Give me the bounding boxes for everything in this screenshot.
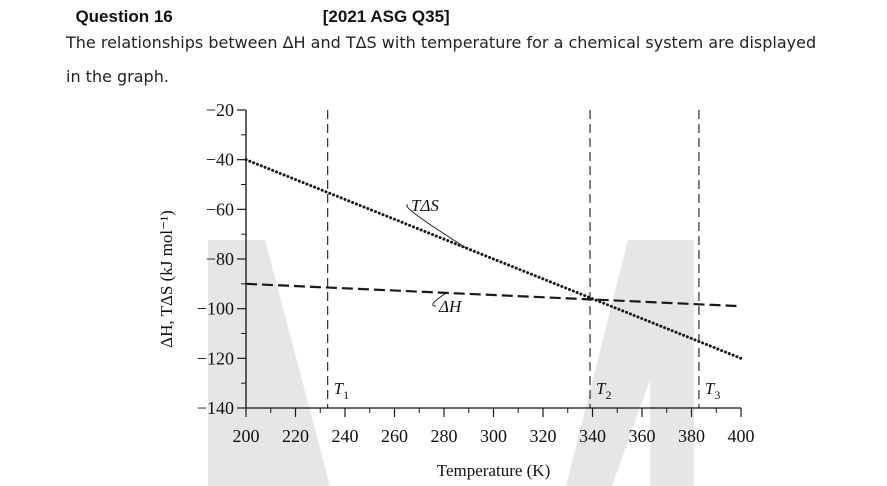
x-tick-label: 340: [579, 426, 606, 446]
t-delta-s-series-line: [244, 158, 743, 360]
delta-h-label: ΔH: [438, 297, 463, 316]
x-axis-title: Temperature (K): [437, 461, 551, 480]
x-ticks: 200 220 240 260 280 300 320 340 360 380 400: [233, 408, 755, 446]
reference-label-t2: T2: [596, 379, 611, 402]
x-tick-label: 320: [530, 426, 557, 446]
delta-h-series-line: [245, 282, 742, 308]
x-tick-label: 260: [381, 426, 408, 446]
x-tick-label: 360: [629, 426, 656, 446]
x-tick-label: 400: [728, 426, 755, 446]
series-lines: [244, 158, 743, 360]
y-tick-label: −140: [197, 398, 234, 418]
annotations: T1 T2 T3 TΔS ΔH: [334, 196, 721, 402]
question-number-heading: Question 16: [75, 7, 173, 26]
reference-label-t3: T3: [705, 379, 720, 402]
series-callout-leader: [406, 204, 467, 249]
y-tick-label: −20: [206, 100, 234, 120]
x-tick-label: 220: [282, 426, 309, 446]
watermark-logo: [208, 240, 694, 486]
clipped-question-heading: Question 16 [2021 ASG Q35]: [66, 0, 450, 27]
reference-lines: [327, 110, 700, 408]
y-tick-label: −120: [197, 348, 234, 368]
y-tick-label: −80: [206, 249, 234, 269]
y-tick-label: −100: [197, 299, 234, 319]
x-tick-label: 300: [480, 426, 507, 446]
y-axis-title: ΔH, TΔS (kJ mol⁻¹): [157, 210, 176, 348]
x-tick-label: 240: [332, 426, 359, 446]
question-source-heading: [2021 ASG Q35]: [322, 7, 450, 26]
y-ticks: −20 −40 −60 −80 −100 −120 −140: [197, 100, 246, 418]
series-callout-leader: [432, 292, 447, 307]
reference-label-t1: T1: [334, 379, 349, 402]
x-tick-label: 200: [233, 426, 260, 446]
y-tick-label: −60: [206, 199, 234, 219]
x-tick-label: 280: [431, 426, 458, 446]
question-text: The relationships between ΔH and TΔS wit…: [66, 33, 817, 86]
y-tick-label: −40: [206, 150, 234, 170]
x-tick-label: 380: [678, 426, 705, 446]
t-delta-s-label: TΔS: [411, 196, 439, 215]
